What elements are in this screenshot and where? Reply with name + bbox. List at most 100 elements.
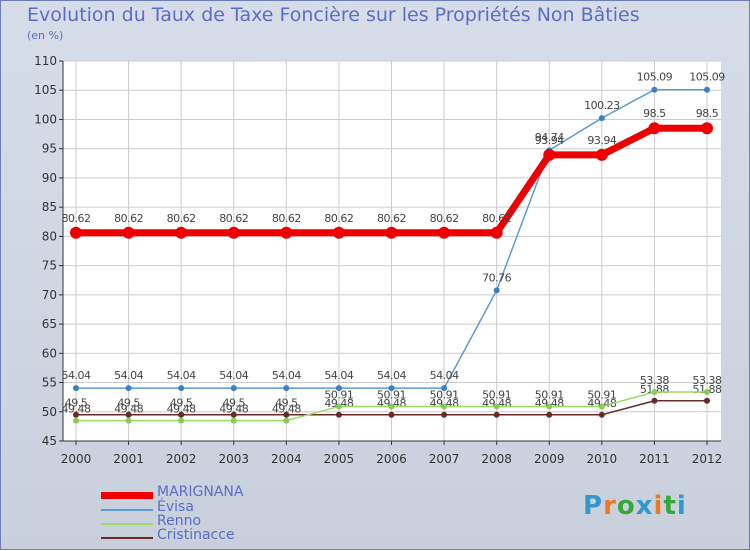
data-point-marignana xyxy=(490,226,503,239)
legend-swatch-marignana xyxy=(101,492,153,499)
y-tick-label: 70 xyxy=(42,288,57,302)
data-point-cristinacce xyxy=(546,411,553,418)
data-point-cristinacce xyxy=(388,411,395,418)
legend-swatch-cristinacce xyxy=(101,537,153,539)
data-point-evisa xyxy=(283,385,290,392)
data-label-renno: 50.91 xyxy=(535,388,564,401)
proxiti-logo: Proxiti xyxy=(583,491,687,521)
x-tick-label: 2010 xyxy=(587,452,618,466)
data-point-marignana xyxy=(332,226,345,239)
y-tick-label: 50 xyxy=(42,405,57,419)
x-tick-label: 2004 xyxy=(271,452,302,466)
data-label-marignana: 93.94 xyxy=(535,134,564,147)
data-point-renno xyxy=(704,389,710,396)
data-label-evisa: 54.04 xyxy=(114,369,143,382)
data-point-evisa xyxy=(493,287,500,294)
data-point-renno xyxy=(441,403,448,410)
data-label-renno: 49.48 xyxy=(62,403,91,416)
data-point-marignana xyxy=(385,226,398,239)
data-label-renno: 50.91 xyxy=(377,388,406,401)
data-label-evisa: 70.76 xyxy=(482,271,511,284)
x-tick-label: 2006 xyxy=(376,452,407,466)
data-label-marignana: 80.62 xyxy=(482,212,511,225)
data-label-renno: 53.38 xyxy=(640,374,669,387)
data-label-marignana: 80.62 xyxy=(167,212,196,225)
y-tick-label: 55 xyxy=(42,376,57,390)
data-point-renno xyxy=(651,389,658,396)
data-label-evisa: 105.09 xyxy=(689,71,725,84)
data-point-marignana xyxy=(122,226,135,239)
data-label-marignana: 80.62 xyxy=(377,212,406,225)
data-point-marignana xyxy=(438,226,451,239)
x-tick-label: 2008 xyxy=(481,452,512,466)
data-point-evisa xyxy=(388,385,395,392)
y-axis-unit: (en %) xyxy=(27,29,64,42)
y-tick-label: 110 xyxy=(34,54,57,68)
data-point-cristinacce xyxy=(178,411,185,418)
logo-letter: t xyxy=(663,491,677,521)
data-point-marignana xyxy=(227,226,240,239)
data-label-marignana: 98.5 xyxy=(696,107,719,120)
data-label-renno: 50.91 xyxy=(430,388,459,401)
data-label-renno: 49.48 xyxy=(219,403,248,416)
data-point-cristinacce xyxy=(230,411,237,418)
data-label-evisa: 54.04 xyxy=(272,369,301,382)
data-label-marignana: 80.62 xyxy=(272,212,301,225)
data-point-cristinacce xyxy=(704,397,710,404)
data-point-evisa xyxy=(651,86,658,93)
y-tick-label: 85 xyxy=(42,200,57,214)
legend-label-renno: Renno xyxy=(157,513,202,529)
data-point-marignana xyxy=(648,122,661,135)
logo-letter: x xyxy=(635,491,654,521)
y-tick-label: 95 xyxy=(42,142,57,156)
data-point-evisa xyxy=(230,385,237,392)
data-point-renno xyxy=(388,403,395,410)
legend-label-marignana: MARIGNANA xyxy=(157,484,244,500)
data-point-renno xyxy=(178,417,185,424)
legend-swatch-evisa xyxy=(101,509,153,511)
x-tick-label: 2003 xyxy=(218,452,249,466)
y-tick-label: 90 xyxy=(42,171,57,185)
data-label-marignana: 80.62 xyxy=(430,212,459,225)
data-label-cristinacce: 49.5 xyxy=(65,397,88,410)
data-point-cristinacce xyxy=(651,397,658,404)
x-tick-label: 2011 xyxy=(639,452,670,466)
data-point-cristinacce xyxy=(335,411,342,418)
data-point-evisa xyxy=(178,385,185,392)
data-label-renno: 53.38 xyxy=(693,374,722,387)
data-point-renno xyxy=(546,403,553,410)
data-label-marignana: 80.62 xyxy=(219,212,248,225)
data-point-evisa xyxy=(335,385,342,392)
data-label-cristinacce: 49.5 xyxy=(117,397,140,410)
y-tick-label: 100 xyxy=(34,112,57,126)
data-label-renno: 50.91 xyxy=(482,388,511,401)
logo-letter: i xyxy=(676,491,687,521)
y-tick-label: 65 xyxy=(42,317,57,331)
data-point-marignana xyxy=(70,226,82,239)
data-label-renno: 49.48 xyxy=(167,403,196,416)
x-tick-label: 2001 xyxy=(113,452,144,466)
logo-letter: o xyxy=(616,491,636,521)
data-point-renno xyxy=(493,403,500,410)
y-tick-label: 75 xyxy=(42,259,57,273)
data-label-evisa: 94.74 xyxy=(535,131,564,144)
logo-letter: P xyxy=(583,491,604,521)
data-label-renno: 50.91 xyxy=(324,388,353,401)
y-tick-label: 105 xyxy=(34,83,57,97)
data-point-marignana xyxy=(701,122,713,135)
x-tick-label: 2007 xyxy=(429,452,460,466)
data-point-renno xyxy=(230,417,237,424)
data-point-renno xyxy=(125,417,132,424)
data-label-evisa: 105.09 xyxy=(637,71,673,84)
data-point-marignana xyxy=(280,226,293,239)
data-point-cristinacce xyxy=(441,411,448,418)
data-point-renno xyxy=(335,403,342,410)
data-label-evisa: 54.04 xyxy=(219,369,248,382)
data-label-marignana: 80.62 xyxy=(62,212,91,225)
x-tick-label: 2002 xyxy=(166,452,197,466)
data-point-cristinacce xyxy=(125,411,132,418)
logo-letter: i xyxy=(653,491,664,521)
legend-label-evisa: Évisa xyxy=(157,499,194,515)
data-label-renno: 49.48 xyxy=(272,403,301,416)
